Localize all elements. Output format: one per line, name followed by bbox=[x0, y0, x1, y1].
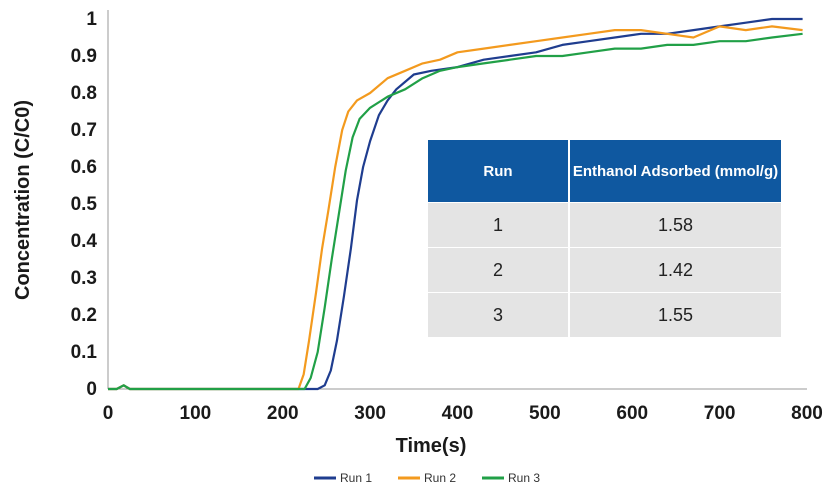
legend-label-run-2: Run 2 bbox=[424, 471, 456, 483]
y-tick-label: 0 bbox=[86, 379, 97, 400]
x-tick-label: 0 bbox=[103, 403, 114, 424]
y-tick-label: 0.1 bbox=[71, 342, 98, 363]
y-tick-label: 0.2 bbox=[71, 305, 97, 326]
table-header-run: Run bbox=[428, 140, 570, 203]
y-tick-label: 1 bbox=[86, 9, 97, 30]
y-tick-label: 0.7 bbox=[71, 120, 97, 141]
series-lines bbox=[108, 17, 803, 391]
table-row: 1 1.58 bbox=[428, 202, 781, 248]
y-tick-label: 0.4 bbox=[71, 231, 98, 252]
table-header-row: Run Enthanol Adsorbed (mmol/g) bbox=[428, 140, 781, 203]
y-tick-label: 0.8 bbox=[71, 83, 97, 104]
y-tick-label: 0.6 bbox=[71, 157, 97, 178]
table-header-adsorbed: Enthanol Adsorbed (mmol/g) bbox=[569, 140, 781, 203]
x-tick-labels: 0 100 200 300 400 500 600 700 800 bbox=[103, 403, 823, 424]
y-tick-label: 0.5 bbox=[71, 194, 98, 215]
y-tick-labels: 0 0.1 0.2 0.3 0.4 0.5 0.6 0.7 0.8 0.9 1 bbox=[71, 9, 98, 400]
table-cell-adsorbed: 1.55 bbox=[569, 292, 781, 337]
table-cell-adsorbed: 1.42 bbox=[569, 247, 781, 293]
table-cell-run: 3 bbox=[428, 292, 570, 337]
table-row: 3 1.55 bbox=[428, 292, 781, 337]
adsorption-table: Run Enthanol Adsorbed (mmol/g) 1 1.58 2 … bbox=[428, 140, 781, 337]
series-line-run-1 bbox=[108, 17, 803, 391]
x-tick-label: 100 bbox=[180, 403, 212, 424]
table-cell-run: 2 bbox=[428, 247, 570, 293]
x-axis-title: Time(s) bbox=[396, 435, 467, 457]
legend: Run 1 Run 2 Run 3 bbox=[314, 471, 540, 483]
x-tick-label: 700 bbox=[704, 403, 736, 424]
table-cell-run: 1 bbox=[428, 202, 570, 248]
series-line-run-3 bbox=[108, 32, 803, 391]
x-tick-label: 400 bbox=[442, 403, 474, 424]
y-axis-title: Concentration (C/C0) bbox=[12, 100, 34, 300]
x-tick-label: 300 bbox=[354, 403, 386, 424]
legend-label-run-3: Run 3 bbox=[508, 471, 540, 483]
x-tick-label: 200 bbox=[267, 403, 299, 424]
y-tick-label: 0.9 bbox=[71, 46, 97, 67]
x-tick-label: 800 bbox=[791, 403, 823, 424]
legend-label-run-1: Run 1 bbox=[340, 471, 372, 483]
table-cell-adsorbed: 1.58 bbox=[569, 202, 781, 248]
table-row: 2 1.42 bbox=[428, 247, 781, 293]
x-tick-label: 600 bbox=[616, 403, 648, 424]
y-tick-label: 0.3 bbox=[71, 268, 97, 289]
x-tick-label: 500 bbox=[529, 403, 561, 424]
